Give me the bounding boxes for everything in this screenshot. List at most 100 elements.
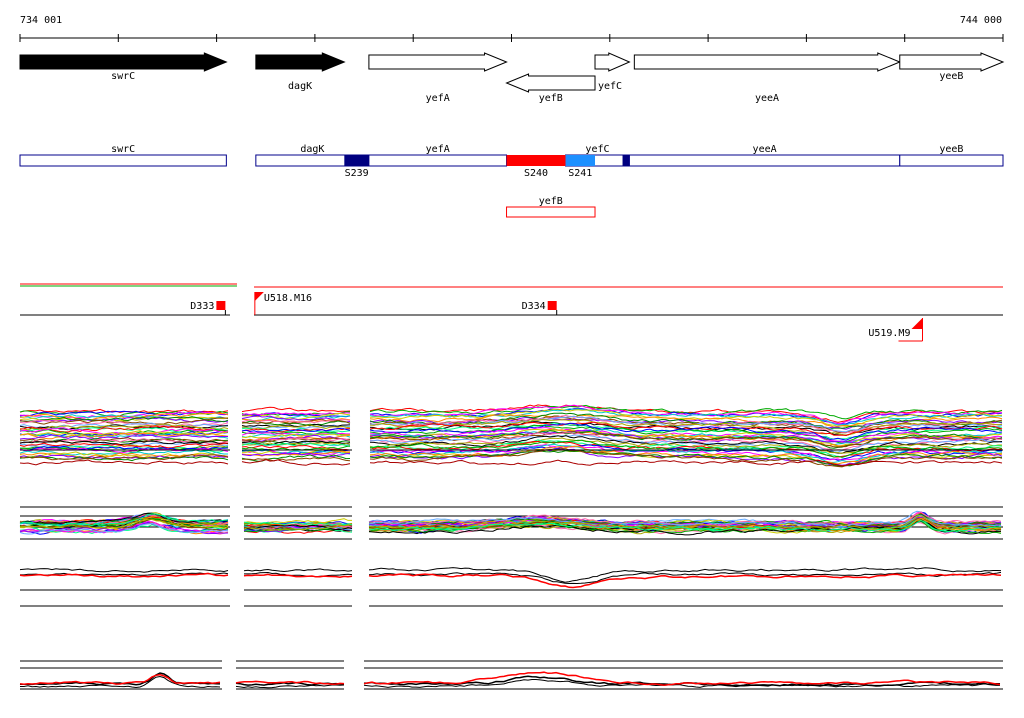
gene-label: yefC (598, 81, 622, 92)
profile-trace (19, 417, 229, 425)
profile-trace (369, 408, 1003, 426)
profile-trace (19, 410, 229, 417)
segment-box-yeeB (899, 154, 1004, 167)
profile-trace (368, 514, 1002, 528)
profile-trace (19, 439, 229, 446)
profile-trace (241, 459, 351, 466)
profile-trace (19, 454, 229, 460)
coordinate-axis: 734 001 744 000 (19, 15, 1004, 42)
profile-trace (19, 432, 229, 440)
profile-trace (368, 520, 1001, 536)
segment-label: yeeB (939, 144, 963, 155)
gene-label: swrC (111, 71, 135, 82)
segment-label: dagK (300, 144, 324, 155)
profile-trace (19, 416, 229, 423)
profile-trace (369, 421, 1003, 436)
region-label: S241 (568, 168, 592, 179)
profile-trace (19, 442, 229, 449)
profile-trace (243, 573, 353, 578)
axis-ticks (19, 34, 1004, 42)
segment-label: swrC (111, 144, 135, 155)
profile-trace (243, 521, 353, 526)
gene-label: yeeA (755, 93, 779, 104)
profile-trace (369, 459, 1003, 467)
profile-trace (369, 418, 1003, 436)
profile-trace (241, 456, 351, 462)
profile-trace (369, 404, 1003, 425)
feature-label: D333 (190, 301, 214, 312)
profile-trace (368, 520, 1002, 533)
profile-trace (369, 412, 1003, 430)
profile-trace (19, 431, 229, 439)
gene-arrow-yeeB (899, 52, 1005, 72)
feature-marker (254, 292, 264, 301)
profile-trace (241, 445, 351, 451)
segment-box-yefA (368, 154, 508, 167)
feature-marker (911, 318, 923, 329)
gene-label: yefA (426, 93, 450, 104)
profile-trace (369, 426, 1003, 443)
profile-trace (368, 567, 1002, 583)
profile-trace (19, 514, 229, 527)
profile-trace (368, 573, 1002, 589)
feature-label: U518.M16 (264, 293, 312, 304)
profile-trace (241, 454, 351, 462)
profile-trace (243, 568, 353, 573)
region-block (344, 155, 369, 166)
profile-trace (369, 435, 1003, 454)
profile-trace (19, 412, 229, 421)
profile-trace (19, 572, 229, 576)
profile-trace (241, 452, 351, 458)
gene-arrow-swrC (19, 52, 228, 72)
profile-trace (19, 455, 229, 462)
feature-label: D334 (522, 301, 546, 312)
profile-trace (19, 445, 229, 452)
region-label: S239 (345, 168, 369, 179)
profile-trace (243, 524, 353, 531)
axis-start-label: 734 001 (20, 15, 62, 26)
profile-trace (19, 512, 229, 524)
axis-end-label: 744 000 (960, 15, 1002, 26)
gene-label: yefB (539, 93, 563, 104)
profile-trace (241, 450, 351, 457)
profile-trace (241, 418, 351, 425)
profile-trace (19, 513, 229, 527)
profile-trace (241, 444, 351, 451)
profile-trace (242, 420, 351, 426)
profile-trace (241, 406, 351, 413)
profile-trace (241, 442, 351, 448)
segment-label: yefC (585, 144, 609, 155)
profile-trace (19, 518, 229, 529)
profile-trace (19, 518, 229, 531)
gene-arrow-dagK (255, 52, 346, 72)
segment-box-yeeA (628, 154, 901, 167)
profile-trace (19, 459, 229, 466)
profile-trace (369, 513, 1002, 528)
profile-trace (369, 439, 1003, 458)
feature-label: U519.M9 (868, 328, 910, 339)
profile-trace (19, 423, 229, 431)
gene-label: dagK (288, 81, 312, 92)
profile-trace (20, 675, 221, 689)
profile-trace (241, 424, 351, 430)
region-label: S240 (524, 168, 548, 179)
profile-trace (369, 443, 1003, 463)
gene-track: swrC dagK yefA yefB yefC yeeA yeeB (19, 52, 1005, 104)
segment-label: yefB (539, 196, 563, 207)
profile-trace (363, 671, 1001, 686)
profile-trace (368, 514, 1002, 529)
profile-trace (19, 425, 229, 433)
segment-track: swrC dagK yefA yefC yeeA yeeB S239 S240 S241 yefB (19, 144, 1004, 218)
profile-trace (369, 414, 1003, 433)
profile-trace (241, 433, 351, 439)
profile-trace (368, 571, 1002, 585)
profile-trace (369, 422, 1003, 440)
profile-trace (363, 679, 1000, 688)
profile-trace (19, 568, 229, 573)
feature-track: D333 U518.M16 D334 U519.M9 (20, 283, 1003, 342)
profile-trace (19, 512, 229, 525)
profile-trace (241, 437, 351, 443)
profile-trace (368, 515, 1002, 530)
